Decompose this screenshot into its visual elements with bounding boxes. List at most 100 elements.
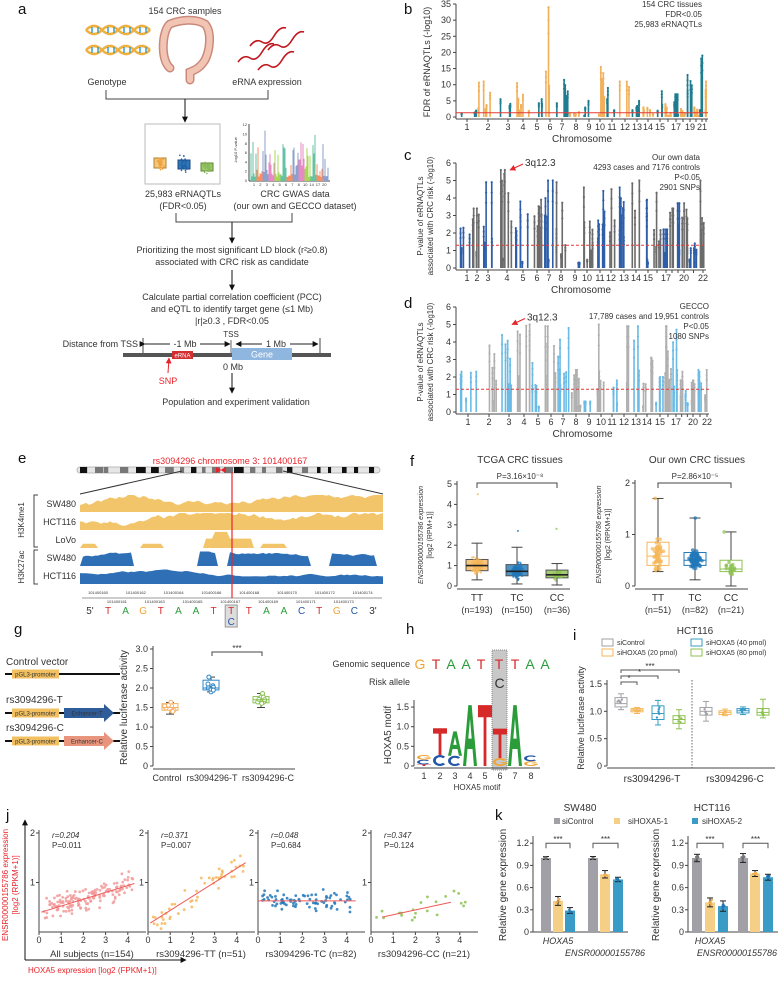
step1-line1: Prioritizing the most significant LD blo… [136,245,327,255]
five-prime-label: 5' [86,606,94,617]
data-point [741,708,744,712]
snp-point [677,223,680,226]
y-tick-label: 0.9 [516,860,529,870]
data-point [452,889,456,893]
snp-point [587,103,590,106]
chromosome-label: 3 [506,417,511,427]
snp-point [555,227,558,231]
chromosome-label: 12 [619,417,629,427]
snp-point [689,249,692,252]
bar [692,858,702,932]
thumb-point [180,158,183,160]
data-point [560,576,563,579]
snp-point [579,406,582,409]
snp-point [518,342,522,346]
snp-point [690,385,693,388]
snp-point [644,386,647,389]
snp-point [700,228,704,232]
snp-point [597,344,600,347]
data-point [77,904,80,907]
step2-line2: and eQTL to identify target gene (≤1 Mb) [151,304,313,314]
chromosome-label: 13 [631,417,641,427]
thumb-point [156,160,158,163]
snp-point [678,202,681,205]
group-n-label: (n=82) [682,605,708,615]
data-point [294,905,297,909]
snp-point [660,96,663,99]
y-axis-title: Relative gene expression [498,829,509,941]
snp-point [665,345,668,348]
snp-point [555,105,558,108]
snp-point [597,333,600,337]
snp-point [509,370,512,373]
snp-point [661,375,665,379]
sequence-base: T [228,606,234,617]
annotation-text: FDR<0.05 [665,10,702,19]
snp-point [515,82,519,85]
thumb-point [185,161,187,163]
snp-point [583,114,586,118]
data-point [56,900,60,904]
data-point [425,909,429,913]
chromosome-label: 8 [558,273,563,283]
y-tick-label: 1 [446,390,451,400]
thumb-point [206,165,209,167]
position-label: 6 [497,771,502,781]
sequence-base: G [333,606,341,617]
x-tick-label: 2 [300,935,305,945]
snp-point [521,262,524,265]
thumb-xtick: 10 [303,182,308,187]
snp-point [625,89,628,92]
ideogram-band [287,467,293,473]
sequence-base: A [193,606,200,617]
genomic-coordinate: 101400170 [277,590,298,595]
snp-point [692,251,696,255]
chromosome-label: 1 [465,417,470,427]
thumb-point [203,165,206,168]
snp-point [602,381,605,384]
snp-point [676,93,679,96]
snp-point [689,251,692,255]
snp-point [625,80,628,83]
promoter-box [12,708,59,718]
snp-point [477,89,480,92]
thumb-point [161,168,164,170]
p-value-label: P=2.86×10⁻⁵ [672,472,719,481]
data-point [518,573,521,576]
snp-point [459,382,462,385]
snp-point [676,96,679,99]
x-tick-label: 3 [322,935,327,945]
snp-point [557,355,560,358]
logo-letter-T [493,728,507,759]
snp-point [669,373,673,376]
snp-point [471,223,474,227]
snp-point [668,224,672,228]
data-point [554,579,557,582]
snp-point [660,93,663,96]
snp-point [514,226,517,230]
snp-point [472,207,475,210]
data-point [163,922,167,925]
group-n-label: (n=36) [544,605,570,615]
snp-point [547,32,550,35]
snp-point [518,333,522,336]
y-tick-label: 1 [446,246,451,256]
data-point [512,565,516,568]
data-point [69,903,73,907]
snp-point [537,102,540,105]
y-tick-label: 0 [524,927,529,937]
snp-point [603,100,606,104]
data-point [348,897,352,901]
snp-point [704,89,708,92]
subplot-title: rs3094296-TC (n=82) [265,949,356,960]
data-point [728,570,732,574]
data-point [514,574,518,577]
snp-point [500,190,504,193]
snp-point [555,201,558,204]
data-point [761,708,764,711]
snp-point [583,226,586,229]
data-point [170,902,174,906]
snp-point [490,241,494,244]
snp-point [658,385,661,388]
y-tick-label: 1 [447,561,452,571]
